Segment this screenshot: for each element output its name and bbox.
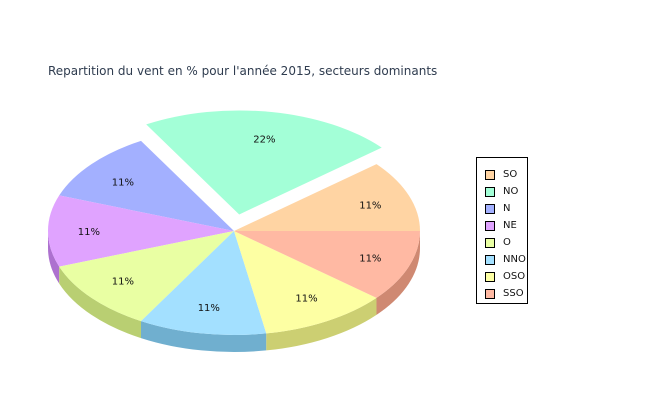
- legend-label: SSO: [503, 288, 524, 299]
- chart-legend: SO NO N NE O NNO OSO SSO: [476, 157, 528, 304]
- legend-swatch: [485, 169, 495, 180]
- pie-slice-so: [234, 164, 420, 231]
- legend-swatch: [485, 203, 495, 214]
- legend-swatch: [485, 220, 495, 231]
- pie-slice-n: [59, 140, 235, 231]
- pie-slice-side-nno: [141, 321, 267, 353]
- legend-label: SO: [503, 169, 518, 180]
- pie-slice-sso: [234, 231, 420, 298]
- data-label-n: 11%: [112, 178, 134, 189]
- pie-slice-nno: [141, 231, 267, 336]
- legend-item-so: SO: [485, 166, 527, 183]
- pie-slice-o: [59, 231, 235, 322]
- data-label-so: 11%: [359, 201, 381, 212]
- data-label-oso: 11%: [295, 294, 317, 305]
- legend-item-nno: NNO: [485, 251, 527, 268]
- legend-item-no: NO: [485, 183, 527, 200]
- legend-label: N: [503, 203, 511, 214]
- legend-item-oso: OSO: [485, 268, 527, 285]
- legend-item-sso: SSO: [485, 285, 527, 302]
- data-label-no: 22%: [253, 135, 275, 146]
- pie-slice-side-ne: [48, 231, 60, 284]
- chart-title: Repartition du vent en % pour l'année 20…: [48, 64, 438, 78]
- pie-slice-side-sso: [376, 231, 420, 315]
- legend-swatch: [485, 271, 495, 282]
- data-label-ne: 11%: [78, 227, 100, 238]
- legend-label: OSO: [503, 271, 526, 282]
- legend-swatch: [485, 288, 495, 299]
- legend-item-ne: NE: [485, 217, 527, 234]
- pie-slice-side-o: [59, 266, 141, 339]
- legend-label: NO: [503, 186, 519, 197]
- legend-swatch: [485, 186, 495, 197]
- data-label-sso: 11%: [359, 253, 381, 264]
- legend-item-o: O: [485, 234, 527, 251]
- legend-swatch: [485, 254, 495, 265]
- pie-slice-no: [146, 110, 382, 215]
- pie-slice-ne: [47, 195, 234, 267]
- legend-label: NE: [503, 220, 517, 231]
- data-label-nno: 11%: [198, 303, 220, 314]
- pie-slice-oso: [234, 231, 377, 334]
- legend-swatch: [485, 237, 495, 248]
- legend-label: O: [503, 237, 511, 248]
- legend-item-n: N: [485, 200, 527, 217]
- pie-slice-side-oso: [266, 297, 377, 351]
- data-label-o: 11%: [112, 276, 134, 287]
- legend-label: NNO: [503, 254, 526, 265]
